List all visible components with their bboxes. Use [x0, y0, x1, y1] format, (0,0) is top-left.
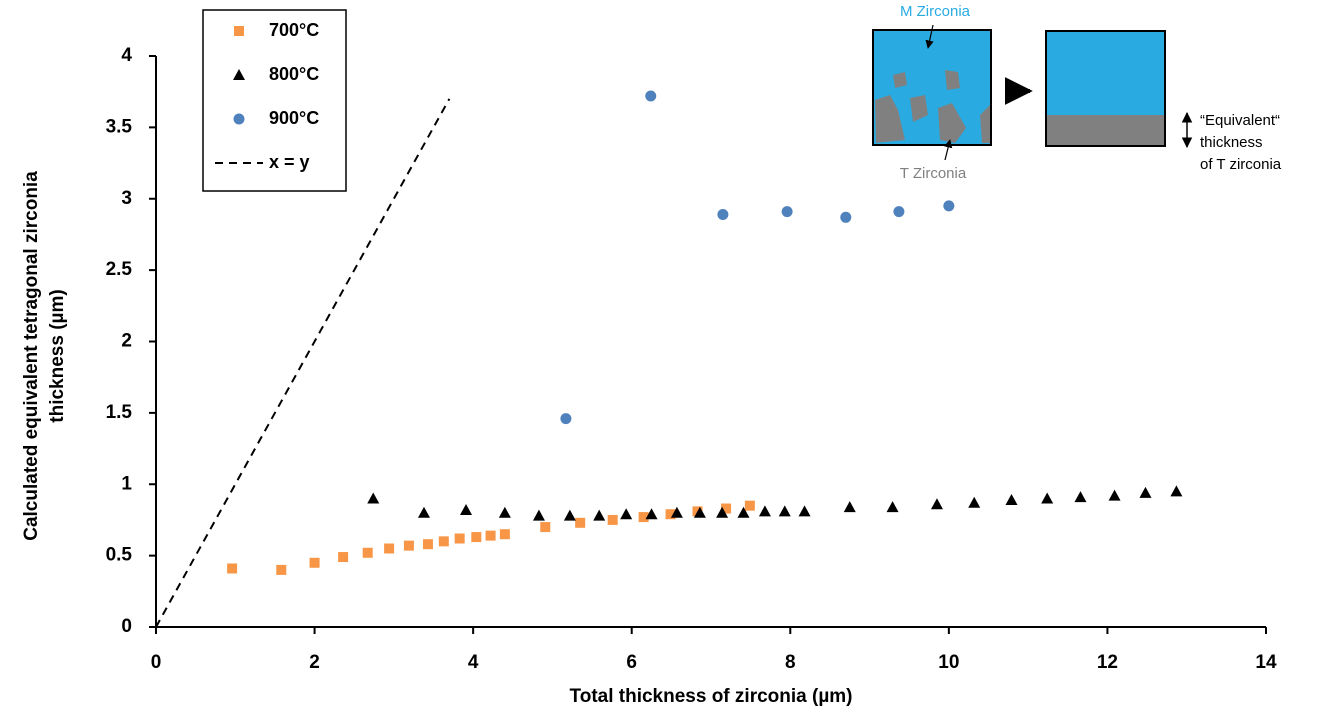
marker-square [422, 539, 433, 550]
inset-label: T Zirconia [900, 165, 967, 182]
marker-circle [893, 206, 905, 218]
marker-triangle [1108, 489, 1121, 501]
marker-triangle [563, 509, 576, 521]
t-layer [1047, 115, 1164, 145]
marker-triangle [1005, 493, 1018, 505]
y-tick-label: 0 [121, 616, 132, 637]
marker-triangle [417, 506, 430, 518]
x-tick-label: 4 [468, 652, 479, 673]
blob [980, 105, 990, 143]
legend-box [202, 9, 347, 192]
marker-triangle [498, 506, 511, 518]
x-tick-label: 8 [785, 652, 796, 673]
marker-triangle [1041, 492, 1054, 504]
blob [893, 72, 907, 88]
marker-square [540, 522, 551, 533]
marker-square [454, 533, 465, 544]
marker-square [338, 552, 349, 563]
marker-square [438, 536, 449, 547]
blob [945, 70, 960, 90]
marker-square [227, 563, 238, 574]
x-tick-label: 14 [1255, 652, 1277, 673]
marker-square [276, 564, 287, 575]
marker-square [499, 529, 510, 540]
legend-label: 800°C [269, 64, 319, 84]
marker-square [403, 540, 414, 551]
marker-triangle [716, 506, 729, 518]
inset-label: thickness [1200, 134, 1263, 151]
x-tick-label: 6 [626, 652, 637, 673]
marker-triangle [532, 509, 545, 521]
marker-triangle [886, 501, 899, 513]
marker-triangle [778, 505, 791, 517]
inset-label: “Equivalent“ [1200, 112, 1280, 129]
y-tick-label: 1.5 [106, 402, 133, 423]
pointer [925, 24, 934, 49]
marker-circle [645, 90, 657, 102]
marker-triangle [798, 505, 811, 517]
inset-label: M Zirconia [900, 3, 971, 20]
marker-triangle [593, 509, 606, 521]
marker-triangle [367, 492, 380, 504]
marker-triangle [645, 508, 658, 520]
marker-triangle [233, 69, 245, 80]
marker-circle [781, 206, 793, 218]
marker-triangle [460, 503, 473, 515]
inset-diagram: M Zirconia T Zirconia “Equivalent“ thick… [872, 3, 1282, 182]
blob [875, 95, 905, 143]
x-tick-label: 2 [309, 652, 320, 673]
marker-triangle [843, 501, 856, 513]
legend-label: 700°C [269, 20, 319, 40]
marker-triangle [1139, 486, 1152, 498]
marker-square [384, 543, 395, 554]
y-axis-title: Calculated equivalent tetragonal zirconi… [21, 171, 42, 541]
marker-circle [943, 200, 955, 212]
marker-square [362, 547, 373, 558]
marker-triangle [968, 496, 981, 508]
marker-square [721, 503, 732, 514]
marker-square [665, 509, 676, 520]
marker-triangle [620, 508, 633, 520]
marker-square [638, 512, 649, 523]
legend-label: 900°C [269, 108, 319, 128]
y-tick-label: 4 [121, 45, 132, 66]
blob [910, 95, 928, 122]
marker-triangle [670, 506, 683, 518]
marker-triangle [1074, 491, 1087, 503]
marker-square [309, 557, 320, 568]
y-tick-label: 3 [121, 188, 132, 209]
legend-label: x = y [269, 152, 310, 172]
marker-triangle [737, 506, 750, 518]
marker-circle [233, 113, 245, 125]
y-axis-title: thickness (µm) [47, 289, 68, 422]
marker-triangle [693, 506, 706, 518]
marker-triangle [1170, 485, 1183, 497]
marker-circle [560, 413, 572, 425]
marker-square [575, 517, 586, 528]
marker-square [744, 500, 755, 511]
x-axis-title: Total thickness of zirconia (µm) [570, 686, 853, 707]
pointer [944, 139, 953, 161]
marker-square [471, 532, 482, 543]
marker-square [485, 530, 496, 541]
marker-square [607, 514, 618, 525]
marker-triangle [758, 505, 771, 517]
x-tick-label: 10 [938, 652, 959, 673]
y-tick-label: 2 [121, 331, 132, 352]
x-tick-label: 0 [151, 652, 162, 673]
marker-circle [717, 208, 729, 220]
marker-triangle [930, 498, 943, 510]
inset-label: of T zirconia [1200, 156, 1282, 173]
y-tick-label: 1 [121, 473, 132, 494]
y-tick-label: 3.5 [106, 116, 133, 137]
y-tick-label: 2.5 [106, 259, 133, 280]
y-tick-label: 0.5 [106, 545, 133, 566]
x-tick-label: 12 [1097, 652, 1118, 673]
marker-square [234, 26, 244, 36]
marker-circle [840, 211, 852, 223]
reference-line [155, 98, 451, 628]
blob [938, 103, 966, 143]
